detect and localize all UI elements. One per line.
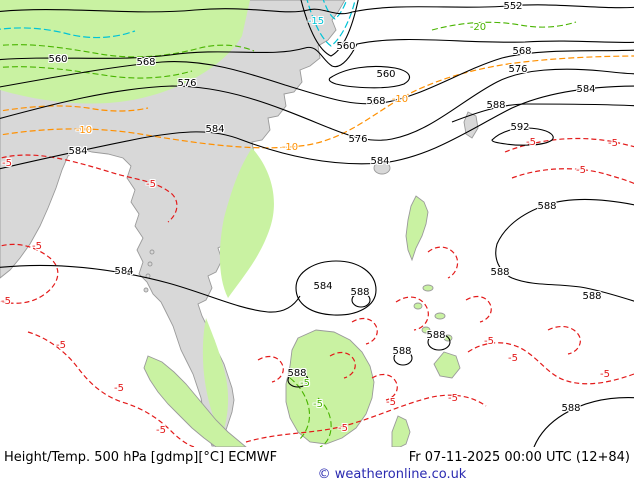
island-visayas-1 <box>422 284 434 292</box>
temp-contour <box>245 394 487 443</box>
temp-contours-green <box>0 21 577 447</box>
copyright-link[interactable]: © weatheronline.co.uk <box>317 467 467 482</box>
temp-contour <box>0 66 193 79</box>
height-contour-552 <box>0 4 634 15</box>
temp-contour <box>427 246 459 279</box>
temp-contour <box>329 351 356 379</box>
island-visayas-3 <box>434 312 446 320</box>
map-svg <box>0 0 634 447</box>
temp-contour <box>467 342 634 385</box>
height-contour-588-cell-4 <box>287 372 309 388</box>
temp-contour <box>0 55 634 149</box>
height-contour-588-cell-2 <box>427 333 451 351</box>
height-contour-588-cell-1 <box>351 292 371 308</box>
coastline-mindanao <box>433 351 461 379</box>
coastline-luzon <box>405 195 429 262</box>
island-andaman-1 <box>149 249 155 255</box>
temp-contour <box>0 105 149 112</box>
footer: Height/Temp. 500 hPa [gdmp][°C] ECMWF Fr… <box>0 447 634 490</box>
height-contour-576 <box>0 68 634 141</box>
height-contour-584-mid <box>0 264 301 313</box>
temp-contour <box>0 243 59 304</box>
island-visayas-4 <box>421 326 431 334</box>
temp-contour <box>547 325 581 355</box>
height-contour-588-right <box>495 198 634 302</box>
island-visayas-2 <box>413 302 423 310</box>
temp-contour <box>289 377 311 441</box>
temp-contour <box>322 0 348 20</box>
coastline-borneo <box>285 329 375 445</box>
temp-contours-orange <box>0 55 634 149</box>
temp-contour <box>504 137 634 153</box>
height-contour-trough <box>300 0 359 57</box>
temp-contour <box>0 44 255 58</box>
height-contour-584-closed <box>295 260 377 316</box>
island-andaman-4 <box>143 287 149 293</box>
height-contour-560-closed <box>328 65 411 89</box>
chart-datetime: Fr 07-11-2025 00:00 UTC (12+84) <box>408 450 630 465</box>
temp-contour <box>465 295 492 323</box>
green-malay-peninsula <box>202 318 229 436</box>
copyright-line: © weatheronline.co.uk <box>0 467 634 482</box>
temp-contour <box>306 0 356 47</box>
height-contour-588-upper <box>451 103 634 123</box>
height-contours <box>0 0 634 447</box>
temp-contour <box>0 154 178 223</box>
height-contour-560 <box>0 38 634 68</box>
footer-info-line: Height/Temp. 500 hPa [gdmp][°C] ECMWF Fr… <box>0 447 634 465</box>
coastline-sulawesi <box>391 415 411 447</box>
temp-contour <box>395 296 429 331</box>
island-hainan <box>373 161 391 175</box>
temp-contour <box>0 27 136 39</box>
temp-contour <box>27 331 195 447</box>
height-contour-588-cell-3 <box>393 350 413 366</box>
temp-contour <box>257 355 284 383</box>
temp-contour <box>371 373 398 401</box>
height-contour-588-bottom-right <box>533 397 634 447</box>
green-highlands-tibet <box>0 0 250 104</box>
temp-contour <box>317 397 332 447</box>
coastline-sumatra <box>143 355 247 447</box>
temp-contours-cyan <box>0 0 356 47</box>
temp-contour <box>351 317 378 345</box>
green-indochina <box>219 148 274 298</box>
coastline-mainland-asia <box>0 0 346 447</box>
map-area: 552 560 560 560 568 568 568 576 576 576 584 584 584 5… <box>0 0 634 447</box>
height-contour-592-closed <box>491 127 554 146</box>
height-contour-568 <box>0 49 634 105</box>
landmasses <box>0 0 479 447</box>
temp-contour <box>431 21 577 31</box>
island-andaman-2 <box>147 261 153 267</box>
chart-title: Height/Temp. 500 hPa [gdmp][°C] ECMWF <box>4 450 278 465</box>
